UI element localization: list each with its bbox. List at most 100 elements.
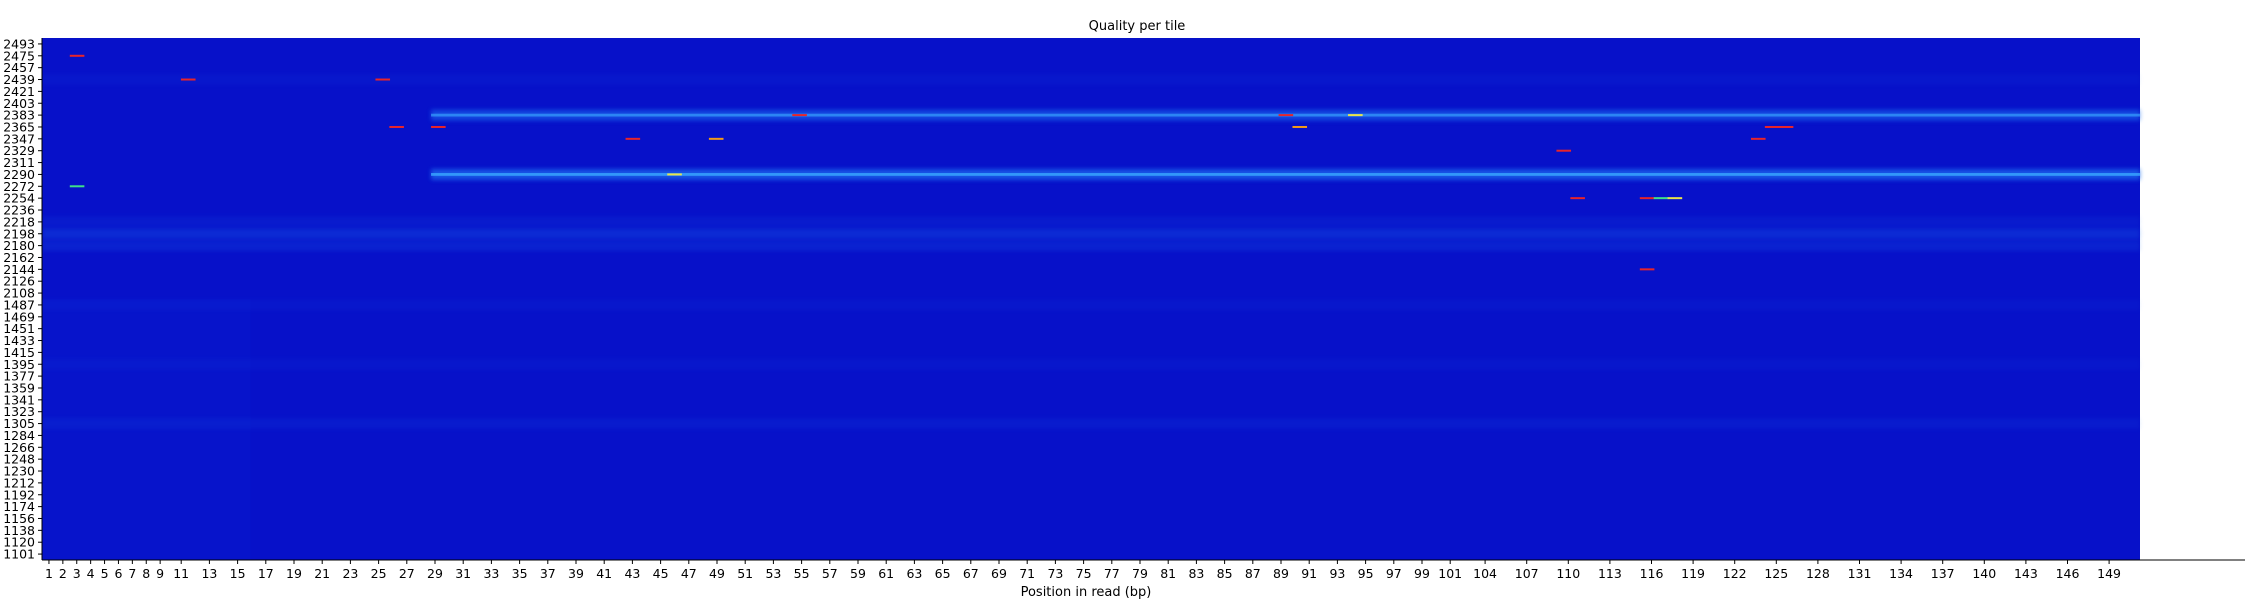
x-tick-label: 73 bbox=[1047, 566, 1063, 581]
x-tick-label: 5 bbox=[101, 566, 109, 581]
y-tick-label: 1433 bbox=[3, 333, 35, 348]
hot-spot-22 bbox=[667, 173, 682, 176]
chart-title: Quality per tile bbox=[1089, 19, 1186, 34]
x-tick-label: 83 bbox=[1188, 566, 1204, 581]
y-tick-label: 2475 bbox=[3, 48, 35, 63]
band-row-2180 bbox=[42, 240, 2140, 251]
heatmap-background bbox=[42, 38, 2140, 560]
x-tick-label: 61 bbox=[878, 566, 894, 581]
x-tick-label: 15 bbox=[230, 566, 246, 581]
x-tick-label: 99 bbox=[1414, 566, 1430, 581]
hot-spot-21 bbox=[69, 185, 85, 188]
x-tick-label: 4 bbox=[87, 566, 95, 581]
y-tick-label: 2272 bbox=[3, 179, 35, 194]
hot-spot-11 bbox=[1348, 114, 1363, 117]
y-tick-label: 2254 bbox=[3, 191, 35, 206]
band-row-2198 bbox=[42, 228, 2140, 240]
hot-spot-17 bbox=[1667, 197, 1683, 200]
y-tick-label: 2421 bbox=[3, 84, 35, 99]
y-tick-label: 1395 bbox=[3, 357, 35, 372]
x-tick-label: 21 bbox=[314, 566, 330, 581]
x-tick-label: 11 bbox=[173, 566, 189, 581]
x-tick-label: 41 bbox=[596, 566, 612, 581]
hot-spot-12 bbox=[1556, 149, 1572, 152]
x-tick-label: 110 bbox=[1556, 566, 1580, 581]
y-tick-label: 1359 bbox=[3, 380, 35, 395]
y-tick-label: 1230 bbox=[3, 464, 35, 479]
hot-spot-13 bbox=[1570, 197, 1585, 200]
x-tick-label: 53 bbox=[765, 566, 781, 581]
x-tick-label: 67 bbox=[963, 566, 979, 581]
x-tick-label: 6 bbox=[114, 566, 122, 581]
x-axis-label: Position in read (bp) bbox=[1021, 585, 1152, 600]
x-tick-label: 9 bbox=[156, 566, 164, 581]
hot-spot-15 bbox=[1639, 268, 1655, 271]
y-tick-label: 2218 bbox=[3, 214, 35, 229]
y-tick-label: 1138 bbox=[3, 523, 35, 538]
hot-spot-7 bbox=[708, 137, 724, 140]
x-tick-label: 8 bbox=[142, 566, 150, 581]
y-tick-label: 1341 bbox=[3, 392, 35, 407]
y-tick-label: 1266 bbox=[3, 440, 35, 455]
y-tick-label: 2439 bbox=[3, 72, 35, 87]
y-tick-label: 2108 bbox=[3, 286, 35, 301]
y-tick-label: 2162 bbox=[3, 250, 35, 265]
x-tick-label: 81 bbox=[1160, 566, 1176, 581]
band-row-1395 bbox=[42, 358, 2140, 370]
y-tick-label: 1212 bbox=[3, 475, 35, 490]
x-tick-label: 49 bbox=[709, 566, 725, 581]
y-tick-label: 1284 bbox=[3, 428, 35, 443]
x-tick-label: 1 bbox=[45, 566, 53, 581]
x-tick-label: 87 bbox=[1245, 566, 1261, 581]
x-tick-label: 43 bbox=[624, 566, 640, 581]
x-tick-label: 19 bbox=[286, 566, 302, 581]
x-tick-label: 17 bbox=[258, 566, 274, 581]
hot-spot-18 bbox=[1750, 137, 1766, 140]
hot-spot-8 bbox=[792, 114, 807, 117]
y-tick-label: 2311 bbox=[3, 155, 35, 170]
hot-spot-3 bbox=[375, 78, 391, 81]
y-tick-label: 2198 bbox=[3, 226, 35, 241]
y-tick-label: 1101 bbox=[3, 547, 35, 562]
x-tick-label: 29 bbox=[427, 566, 443, 581]
x-tick-label: 45 bbox=[653, 566, 669, 581]
y-tick-label: 2126 bbox=[3, 274, 35, 289]
band-row-1305 bbox=[42, 418, 2140, 429]
x-tick-label: 101 bbox=[1438, 566, 1462, 581]
x-tick-label: 85 bbox=[1217, 566, 1233, 581]
x-tick-label: 125 bbox=[1764, 566, 1788, 581]
x-tick-label: 113 bbox=[1598, 566, 1622, 581]
y-tick-label: 1487 bbox=[3, 297, 35, 312]
x-tick-label: 37 bbox=[540, 566, 556, 581]
x-tick-label: 23 bbox=[342, 566, 358, 581]
y-tick-label: 2290 bbox=[3, 167, 35, 182]
hot-spot-10 bbox=[1292, 125, 1308, 128]
y-tick-label: 1120 bbox=[3, 535, 35, 550]
y-tick-label: 1451 bbox=[3, 321, 35, 336]
x-tick-label: 75 bbox=[1076, 566, 1092, 581]
band-row-2439 bbox=[42, 74, 2140, 85]
x-tick-label: 79 bbox=[1132, 566, 1148, 581]
x-tick-label: 2 bbox=[59, 566, 67, 581]
y-tick-label: 2347 bbox=[3, 131, 35, 146]
x-tick-label: 25 bbox=[371, 566, 387, 581]
hot-spot-20 bbox=[1778, 125, 1794, 128]
x-tick-label: 71 bbox=[1019, 566, 1035, 581]
x-tick-label: 35 bbox=[512, 566, 528, 581]
x-tick-label: 104 bbox=[1473, 566, 1497, 581]
y-tick-label: 2180 bbox=[3, 238, 35, 253]
x-tick-label: 149 bbox=[2097, 566, 2121, 581]
x-tick-label: 116 bbox=[1640, 566, 1664, 581]
y-tick-label: 1192 bbox=[3, 487, 35, 502]
x-tick-label: 7 bbox=[128, 566, 136, 581]
y-tick-label: 1415 bbox=[3, 345, 35, 360]
hot-spot-16 bbox=[1653, 197, 1669, 200]
x-tick-label: 97 bbox=[1386, 566, 1402, 581]
y-tick-label: 2329 bbox=[3, 143, 35, 158]
y-tick-label: 2403 bbox=[3, 96, 35, 111]
x-tick-label: 27 bbox=[399, 566, 415, 581]
x-axis: 1 2 3 4 5 6 7 8 9 11 13 15 17 19 21 23 25 27 29 31 33 35 37 39 4… bbox=[42, 559, 2245, 581]
x-tick-label: 13 bbox=[201, 566, 217, 581]
y-tick-label: 1174 bbox=[3, 499, 35, 514]
